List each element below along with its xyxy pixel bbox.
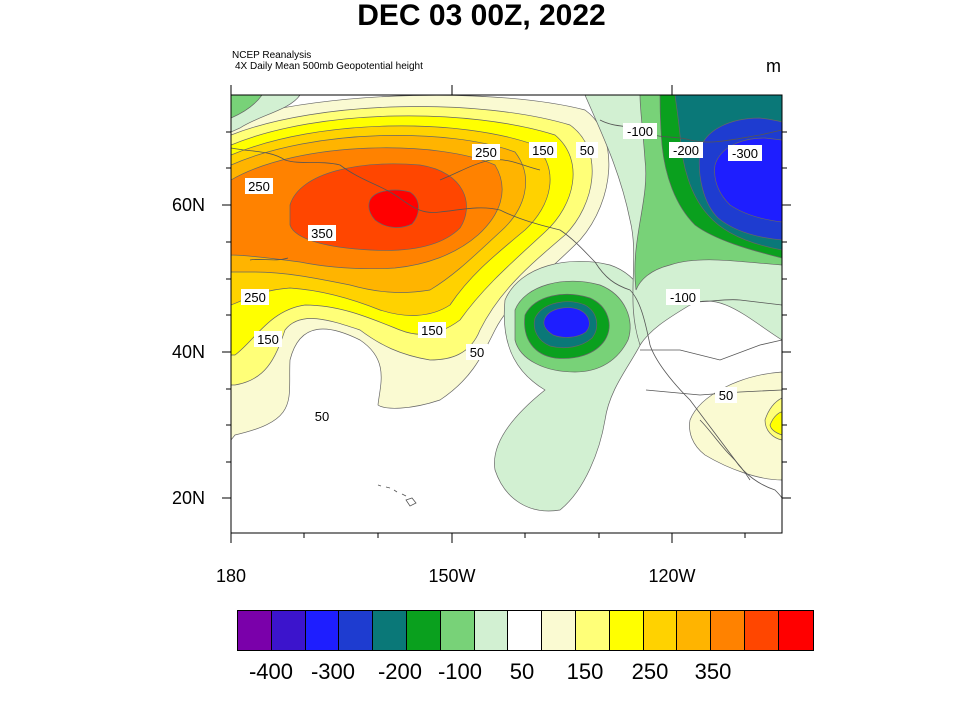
axis-ticks — [222, 85, 791, 543]
colorbar-swatch — [238, 611, 272, 650]
colorbar-swatch — [339, 611, 374, 650]
contour-label: 350 — [311, 226, 333, 241]
lon-label-120w: 120W — [648, 566, 696, 586]
contour-label: -100 — [627, 124, 653, 139]
colorbar-swatch — [474, 611, 509, 650]
colorbar-swatch — [744, 611, 779, 650]
colorbar-label: -300 — [310, 659, 356, 684]
colorbar-swatch — [677, 611, 712, 650]
colorbar-label: 350 — [694, 659, 732, 684]
colorbar-swatch — [271, 611, 306, 650]
contour-label: 50 — [580, 143, 594, 158]
contour-label: 250 — [248, 179, 270, 194]
contour-label: 250 — [244, 290, 266, 305]
colorbar-swatch — [609, 611, 644, 650]
contour-label: 50 — [470, 345, 484, 360]
lat-label-60n: 60N — [171, 195, 205, 215]
lat-label-20n: 20N — [171, 488, 205, 508]
contour-label: 150 — [257, 332, 279, 347]
contour-label: -300 — [732, 146, 758, 161]
colorbar-label: 50 — [509, 659, 535, 684]
lon-label-180: 180 — [215, 566, 247, 586]
colorbar-swatch — [643, 611, 678, 650]
contour-label: 150 — [532, 143, 554, 158]
colorbar-swatch — [373, 611, 407, 650]
contour-label: 150 — [421, 323, 443, 338]
contour-label: 50 — [719, 388, 733, 403]
contour-label: 250 — [475, 145, 497, 160]
colorbar-swatch — [440, 611, 475, 650]
colorbar-swatch — [406, 611, 441, 650]
chart-title: DEC 03 00Z, 2022 — [357, 0, 606, 32]
colorbar-swatch — [508, 611, 543, 650]
contour-label: -100 — [670, 290, 696, 305]
colorbar-swatch — [305, 611, 340, 650]
colorbar-swatch — [575, 611, 610, 650]
variable-line: 4X Daily Mean 500mb Geopotential height — [235, 61, 423, 72]
lat-label-40n: 40N — [171, 342, 205, 362]
colorbar-label: -100 — [437, 659, 483, 684]
contour-label: 50 — [315, 409, 329, 424]
contour-fill — [543, 307, 590, 338]
plot-frame — [230, 94, 783, 534]
source-line: NCEP Reanalysis — [232, 50, 312, 61]
colorbar-label: 150 — [566, 659, 604, 684]
hawaii-islands — [377, 484, 417, 507]
ridge-contours — [231, 95, 610, 441]
contour-labels: 250 150 50 -100 -200 -300 250 350 250 15… — [241, 123, 762, 424]
colorbar-swatch — [542, 611, 576, 650]
contour-fill — [769, 411, 782, 436]
units-label: m — [766, 56, 781, 76]
trough-west-contours — [494, 260, 649, 512]
colorbar-swatch — [711, 611, 745, 650]
contour-fill — [368, 189, 419, 228]
colorbar-label: -200 — [377, 659, 423, 684]
colorbar-label: -400 — [248, 659, 294, 684]
trough-east-contours — [584, 95, 782, 346]
colorbar-label: 250 — [631, 659, 669, 684]
contour-label: -200 — [673, 143, 699, 158]
colorbar-swatch — [778, 611, 813, 650]
lon-label-150w: 150W — [428, 566, 476, 586]
colorbar — [237, 610, 814, 651]
